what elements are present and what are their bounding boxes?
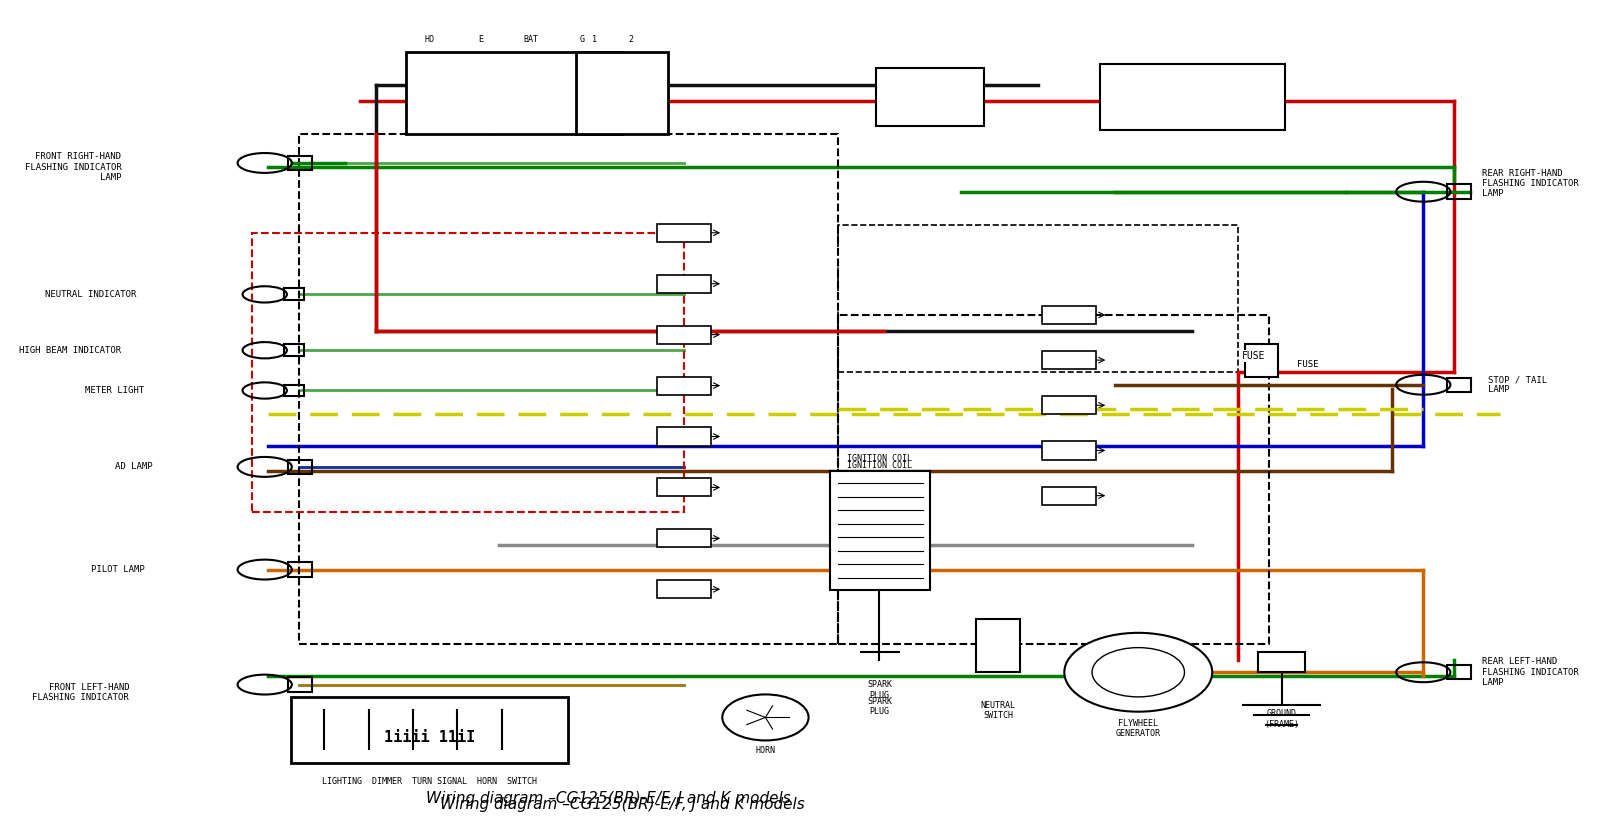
Text: 2: 2: [629, 36, 634, 44]
Text: NEUTRAL
SWITCH: NEUTRAL SWITCH: [981, 701, 1016, 720]
Bar: [838, 225, 1238, 372]
Bar: [406, 52, 622, 134]
Text: FUSE: FUSE: [1242, 351, 1266, 361]
Text: HIGH BEAM INDICATOR: HIGH BEAM INDICATOR: [19, 346, 122, 355]
Bar: [1042, 351, 1096, 369]
Bar: [658, 326, 710, 344]
Text: Wiring diagram –CG125(BR)-E/F, J and K models: Wiring diagram –CG125(BR)-E/F, J and K m…: [426, 791, 790, 806]
Text: FRONT RIGHT-HAND
FLASHING INDICATOR
LAMP: FRONT RIGHT-HAND FLASHING INDICATOR LAMP: [24, 152, 122, 182]
Text: FRONT LEFT-HAND
FLASHING INDICATOR: FRONT LEFT-HAND FLASHING INDICATOR: [32, 683, 130, 702]
Text: SPARK
PLUG: SPARK PLUG: [867, 681, 891, 700]
Bar: [658, 428, 710, 446]
Bar: [1042, 486, 1096, 504]
Bar: [658, 478, 710, 496]
Text: FLYWHEEL
GENERATOR: FLYWHEEL GENERATOR: [1115, 719, 1160, 739]
Circle shape: [722, 695, 808, 740]
Bar: [1042, 442, 1096, 460]
Text: HORN: HORN: [755, 746, 776, 755]
Text: METER LIGHT: METER LIGHT: [85, 386, 144, 395]
Bar: [658, 529, 710, 547]
Bar: [1042, 306, 1096, 324]
Text: 1iiii 11iI: 1iiii 11iI: [384, 730, 475, 745]
Bar: [838, 315, 1269, 643]
Circle shape: [1064, 633, 1213, 712]
Bar: [576, 52, 669, 134]
Text: G: G: [579, 36, 584, 44]
Bar: [1259, 652, 1304, 672]
Bar: [877, 69, 984, 126]
Text: PILOT LAMP: PILOT LAMP: [91, 565, 144, 574]
Bar: [658, 581, 710, 598]
Text: BAT: BAT: [523, 36, 539, 44]
Bar: [253, 232, 683, 512]
Bar: [1099, 65, 1285, 130]
Text: IGNITION COIL: IGNITION COIL: [846, 461, 912, 470]
Bar: [658, 376, 710, 394]
Text: NEUTRAL INDICATOR: NEUTRAL INDICATOR: [45, 290, 138, 299]
Text: 1: 1: [592, 36, 597, 44]
Bar: [658, 275, 710, 293]
Text: Wiring diagram –CG125(BR)-E/F, J and K models: Wiring diagram –CG125(BR)-E/F, J and K m…: [440, 797, 805, 812]
Text: SPARK
PLUG: SPARK PLUG: [867, 697, 891, 716]
Bar: [291, 697, 568, 762]
Text: E: E: [478, 36, 483, 44]
Bar: [1042, 396, 1096, 414]
Bar: [299, 134, 838, 643]
Text: HO: HO: [424, 36, 435, 44]
Bar: [976, 619, 1019, 672]
Bar: [830, 471, 930, 590]
Text: AD LAMP: AD LAMP: [115, 462, 152, 471]
Text: REAR LEFT-HAND
FLASHING INDICATOR
LAMP: REAR LEFT-HAND FLASHING INDICATOR LAMP: [1482, 657, 1579, 687]
Bar: [658, 224, 710, 241]
Bar: [1245, 344, 1278, 376]
Text: IGNITION COIL: IGNITION COIL: [846, 454, 912, 463]
Text: LIGHTING  DIMMER  TURN SIGNAL  HORN  SWITCH: LIGHTING DIMMER TURN SIGNAL HORN SWITCH: [322, 777, 538, 786]
Text: REAR RIGHT-HAND
FLASHING INDICATOR
LAMP: REAR RIGHT-HAND FLASHING INDICATOR LAMP: [1482, 169, 1579, 198]
Text: GROUND
(FRAME): GROUND (FRAME): [1264, 710, 1299, 729]
Text: STOP / TAIL
LAMP: STOP / TAIL LAMP: [1488, 375, 1547, 394]
Text: FUSE: FUSE: [1298, 360, 1318, 369]
